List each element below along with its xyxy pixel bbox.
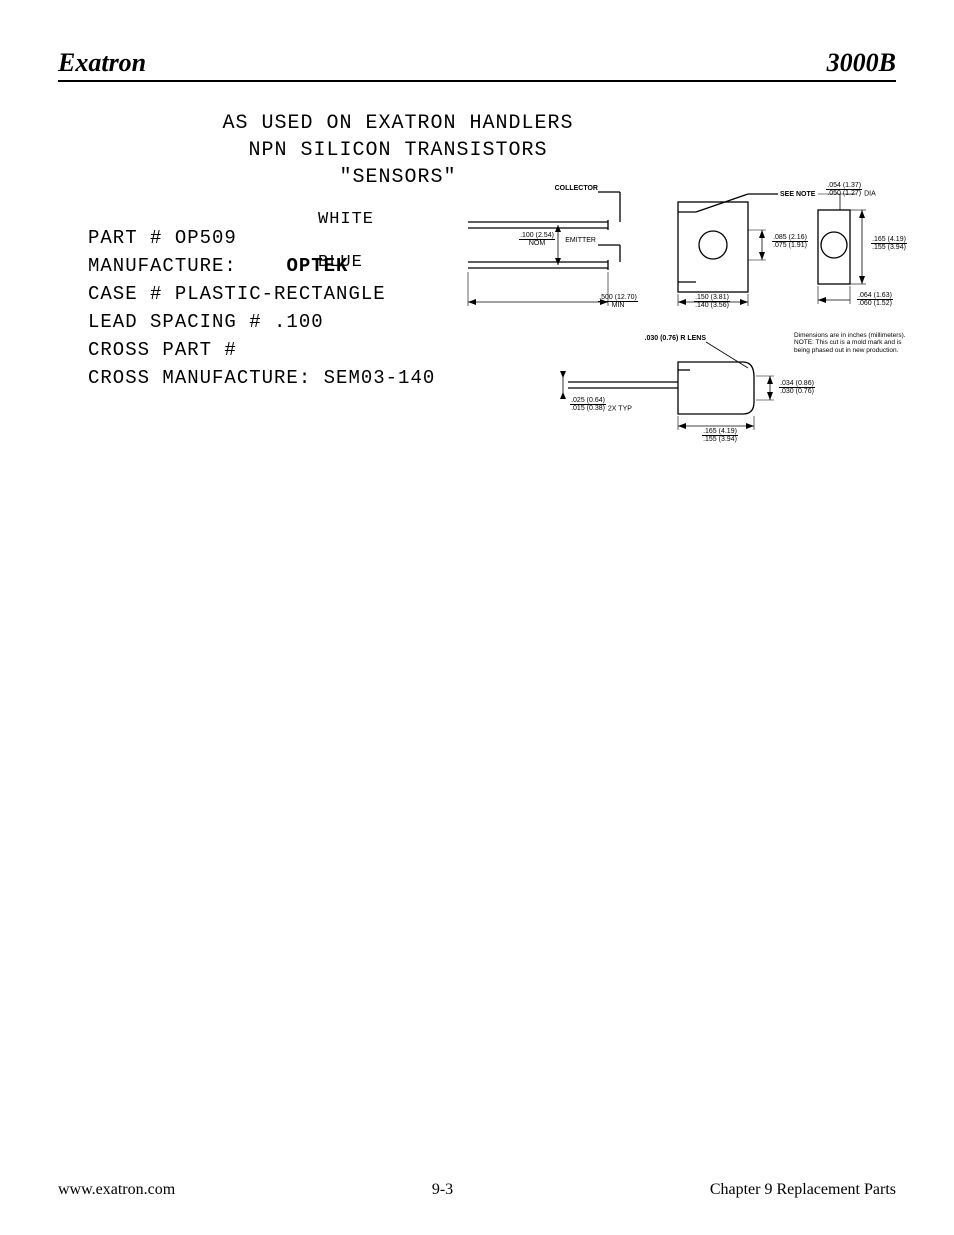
title-line-1: AS USED ON EXATRON HANDLERS [188, 112, 608, 135]
dim-500min: .500 (12.70)MIN [588, 294, 648, 310]
note-line-1: Dimensions are in inches (millimeters). [794, 332, 908, 339]
diagram-notes: Dimensions are in inches (millimeters). … [794, 332, 908, 354]
spec-case: CASE # PLASTIC-RECTANGLE [88, 283, 435, 305]
page-header: Exatron 3000B [58, 48, 896, 82]
component-diagram: COLLECTOR EMITTER SEE NOTE .030 (0.76) R… [448, 182, 908, 512]
lbl-emitter: EMITTER [565, 237, 596, 244]
title-block: AS USED ON EXATRON HANDLERS NPN SILICON … [188, 112, 608, 193]
lbl-see-note: SEE NOTE [780, 191, 816, 198]
page: Exatron 3000B AS USED ON EXATRON HANDLER… [0, 0, 954, 1235]
footer-page: 9-3 [432, 1181, 453, 1199]
spec-mfg-label: MANUFACTURE: [88, 255, 237, 277]
dim-034-030: .034 (0.86).030 (0.76) [774, 380, 820, 396]
spec-block: PART # OP509 MANUFACTURE: OPTEK CASE # P… [88, 227, 435, 395]
spec-mfg-value: OPTEK [286, 255, 348, 277]
spec-part: PART # OP509 [88, 227, 435, 249]
page-footer: www.exatron.com 9-3 Chapter 9 Replacemen… [58, 1181, 896, 1199]
dim-085-075: .085 (2.16).075 (1.91) [766, 234, 814, 250]
lbl-lens: .030 (0.76) R LENS [645, 335, 707, 342]
note-line-2: NOTE: This cut is a mold mark and is bei… [794, 339, 908, 354]
header-model: 3000B [827, 48, 896, 78]
dim-165-155b: .165 (4.19).155 (3.94) [692, 428, 748, 444]
header-brand: Exatron [58, 48, 146, 78]
dim-054-050: .054 (1.37).050 (1.27) DIA [816, 182, 886, 198]
title-line-2: NPN SILICON TRANSISTORS [188, 139, 608, 162]
spec-mfg: MANUFACTURE: OPTEK [88, 255, 435, 277]
page-body: AS USED ON EXATRON HANDLERS NPN SILICON … [58, 82, 896, 1102]
dim-025-015: .025 (0.64).015 (0.38) 2X TYP [566, 397, 636, 413]
lbl-collector: COLLECTOR [555, 185, 598, 192]
spec-crossmfg: CROSS MANUFACTURE: SEM03-140 [88, 367, 435, 389]
dim-100nom: .100 (2.54)NOM [512, 232, 562, 248]
spec-cross: CROSS PART # [88, 339, 435, 361]
footer-chapter: Chapter 9 Replacement Parts [710, 1181, 896, 1199]
footer-url: www.exatron.com [58, 1181, 175, 1199]
dim-064-060: .064 (1.63).060 (1.52) [852, 292, 898, 308]
dim-165-155: .165 (4.19).155 (3.94) [866, 236, 908, 252]
dim-150-140: .150 (3.81).140 (3.56) [682, 294, 742, 310]
spec-spacing: LEAD SPACING # .100 [88, 311, 435, 333]
